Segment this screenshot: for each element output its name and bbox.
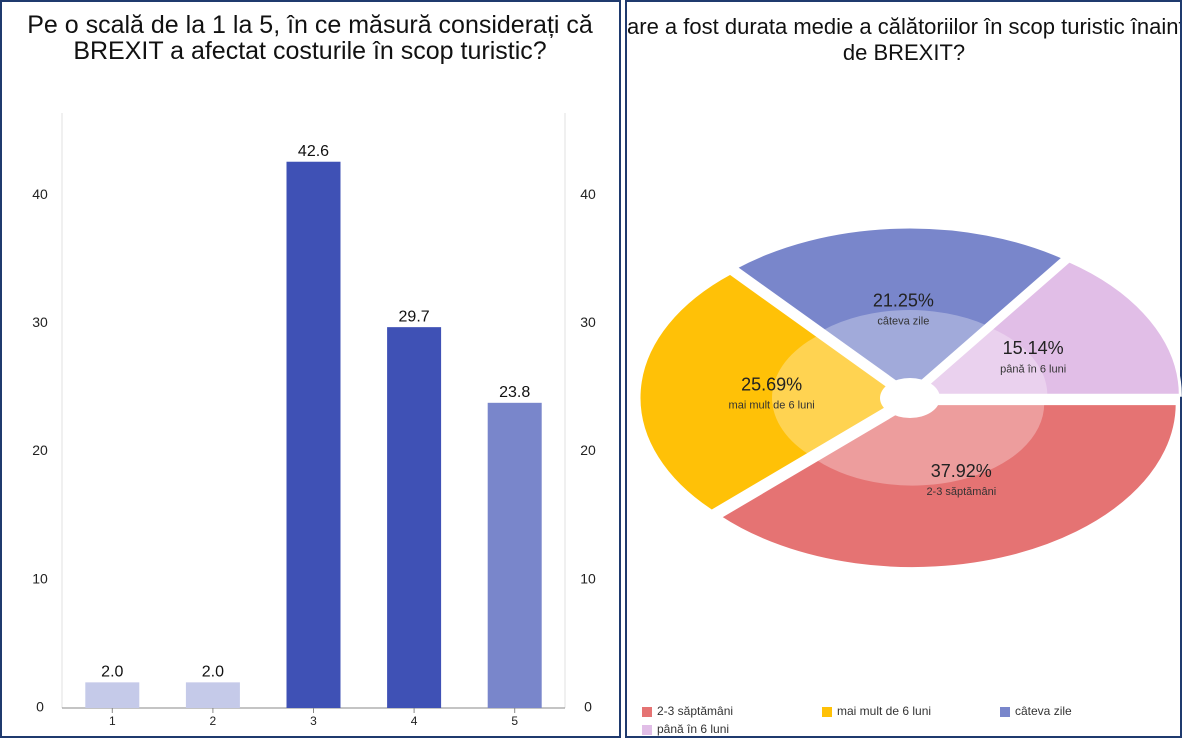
bar-value-label: 2.0 [202, 664, 224, 681]
slice-highlight [823, 310, 987, 393]
y2-tick-label: 40 [580, 186, 596, 202]
slice-value-label: 25.69% [741, 374, 802, 394]
bar [387, 327, 442, 708]
bar-value-label: 23.8 [499, 384, 530, 401]
legend-label: până în 6 luni [657, 722, 729, 736]
pie-slice [733, 225, 1067, 394]
x-tick-label: 1 [109, 714, 116, 728]
panel-border [0, 0, 621, 738]
y-tick-label: 10 [32, 570, 48, 586]
y-tick-label: 30 [32, 314, 48, 330]
bar [85, 682, 140, 708]
panel-border [625, 0, 1182, 738]
legend-swatch [642, 707, 652, 717]
legend-swatch [642, 725, 652, 735]
bar-value-label: 29.7 [399, 308, 430, 325]
y2-tick-label: 20 [580, 442, 596, 458]
bar-value-label: 2.0 [101, 664, 123, 681]
pie-slice [911, 259, 1182, 397]
pie-slice [637, 271, 907, 514]
slice-value-label: 15.14% [1003, 338, 1064, 358]
pie-slice [717, 402, 1179, 571]
legend-label: 2-3 săptămâni [657, 704, 733, 718]
legend-label: mai mult de 6 luni [837, 704, 931, 718]
bar [185, 682, 240, 708]
y-tick-label: 40 [32, 186, 48, 202]
y-tick-label: 20 [32, 442, 48, 458]
slice-value-label: 37.92% [931, 461, 992, 481]
x-tick-label: 2 [210, 714, 217, 728]
legend-swatch [1000, 707, 1010, 717]
chart-title: Care a fost durata medie a călătoriilor … [627, 14, 1180, 65]
slice-category-label: mai mult de 6 luni [729, 400, 815, 412]
slice-highlight [772, 335, 905, 455]
slice-category-label: până în 6 luni [1000, 363, 1066, 375]
y-tick-label: 0 [36, 699, 44, 715]
x-tick-label: 4 [411, 714, 418, 728]
title-clip: Care a fost durata medie a călătoriilor … [627, 0, 1180, 120]
slice-category-label: câteva zile [877, 316, 929, 328]
bar [286, 161, 341, 708]
legend-label: câteva zile [1015, 704, 1072, 718]
y2-tick-label: 30 [580, 314, 596, 330]
bar-value-label: 42.6 [298, 143, 329, 160]
slice-highlight [816, 403, 1045, 486]
slice-highlight [915, 328, 1048, 396]
y2-tick-label: 10 [580, 570, 596, 586]
x-tick-label: 3 [310, 714, 317, 728]
chart-title: Pe o scală de la 1 la 5, în ce măsură co… [27, 11, 593, 65]
bar [487, 402, 542, 708]
legend-swatch [822, 707, 832, 717]
y2-tick-label: 0 [584, 699, 592, 715]
pie-hole [880, 378, 940, 418]
x-tick-label: 5 [511, 714, 518, 728]
slice-category-label: 2-3 săptămâni [926, 486, 996, 498]
slice-value-label: 21.25% [873, 290, 934, 310]
